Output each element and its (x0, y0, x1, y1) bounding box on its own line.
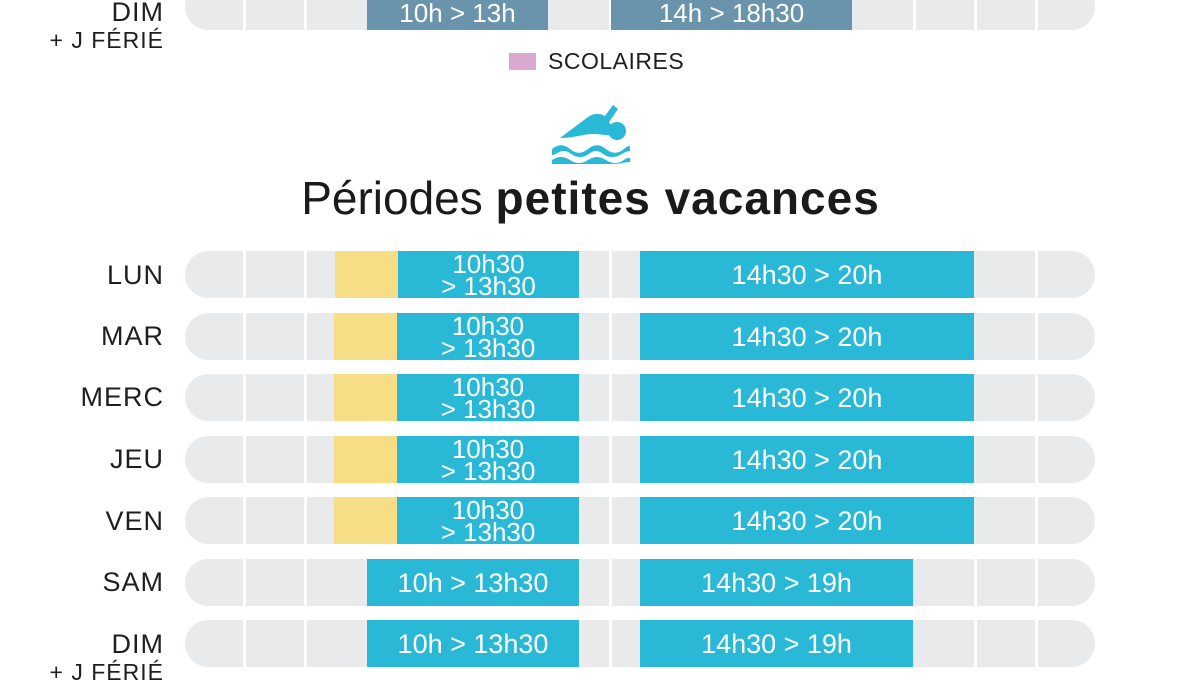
school-slot (334, 374, 397, 421)
time-slot-afternoon: 14h30 > 20h (640, 251, 974, 298)
time-slot-line1: 10h30 (452, 251, 525, 279)
schedule-track-dim-top: 10h > 13h 14h > 18h30 (185, 0, 1095, 30)
time-slot-afternoon: 14h30 > 20h (640, 313, 974, 360)
time-slot-morning: 10h30 > 13h30 (397, 313, 579, 360)
time-slot-afternoon: 14h30 > 19h (640, 559, 913, 606)
schedule-track-lun: 10h30 > 13h30 14h30 > 20h (185, 251, 1095, 298)
time-slot-afternoon: 14h30 > 20h (640, 436, 974, 483)
section-title: Périodes petites vacances (0, 170, 1181, 226)
time-slot-line1: 10h30 (451, 374, 525, 402)
day-label-line1: DIM (111, 0, 164, 27)
day-label-ven: VEN (105, 506, 164, 536)
legend-label: SCOLAIRES (548, 48, 685, 74)
school-slot (334, 436, 397, 483)
day-label-line2: + J FÉRIÉ (49, 659, 164, 685)
time-slot-afternoon: 14h30 > 19h (640, 620, 913, 667)
schedule-track-mar: 10h30 > 13h30 14h30 > 20h (185, 313, 1095, 360)
time-slot-line2: > 13h30 (441, 270, 536, 299)
time-slot-line1: 10h30 (451, 313, 525, 341)
time-slot-morning: 10h > 13h (367, 0, 548, 30)
time-slot-text: 10h > 13h30 (397, 628, 549, 659)
day-label-dim: DIM + J FÉRIÉ (50, 630, 164, 686)
day-label-jeu: JEU (109, 444, 164, 474)
day-label-line1: DIM (111, 629, 164, 659)
time-slot-line2: > 13h30 (440, 455, 536, 484)
time-slot-line2: > 13h30 (440, 332, 536, 361)
day-label-lun: LUN (106, 260, 164, 290)
schedule-track-merc: 10h30 > 13h30 14h30 > 20h (185, 374, 1095, 421)
time-slot-afternoon: 14h30 > 20h (640, 497, 974, 544)
time-slot-text: 14h > 18h30 (658, 0, 805, 28)
school-slot (334, 497, 397, 544)
day-label-sam: SAM (102, 567, 164, 597)
time-slot-morning: 10h30 > 13h30 (397, 436, 579, 483)
time-slot-morning: 10h30 > 13h30 (398, 251, 579, 298)
schedule-track-ven: 10h30 > 13h30 14h30 > 20h (185, 497, 1095, 544)
time-slot-morning: 10h > 13h30 (367, 620, 579, 667)
legend-swatch-scolaires (509, 53, 536, 70)
time-slot-morning: 10h30 > 13h30 (397, 497, 579, 544)
school-slot (334, 313, 397, 360)
schedule-track-dim: 10h > 13h30 14h30 > 19h (185, 620, 1095, 667)
day-label-line2: + J FÉRIÉ (49, 27, 164, 53)
swimmer-icon (548, 100, 632, 164)
day-label-merc: MERC (80, 382, 164, 412)
section-title-regular: Périodes (301, 172, 496, 224)
time-slot-morning: 10h30 > 13h30 (397, 374, 579, 421)
section-title-bold: petites vacances (495, 172, 880, 224)
school-slot (335, 251, 398, 298)
day-label-mar: MAR (101, 321, 164, 351)
legend: SCOLAIRES (509, 48, 684, 75)
time-slot-line2: > 13h30 (440, 393, 536, 422)
schedule-track-sam: 10h > 13h30 14h30 > 19h (185, 559, 1095, 606)
time-slot-morning: 10h > 13h30 (367, 559, 579, 606)
day-label-dim-top: DIM + J FÉRIÉ (50, 0, 164, 54)
time-slot-text: 10h > 13h (399, 0, 516, 28)
time-slot-line1: 10h30 (451, 497, 525, 525)
time-slot-afternoon: 14h > 18h30 (611, 0, 852, 30)
time-slot-afternoon: 14h30 > 20h (640, 374, 974, 421)
time-slot-line2: > 13h30 (440, 516, 536, 545)
schedule-track-jeu: 10h30 > 13h30 14h30 > 20h (185, 436, 1095, 483)
time-slot-line1: 10h30 (451, 436, 525, 464)
